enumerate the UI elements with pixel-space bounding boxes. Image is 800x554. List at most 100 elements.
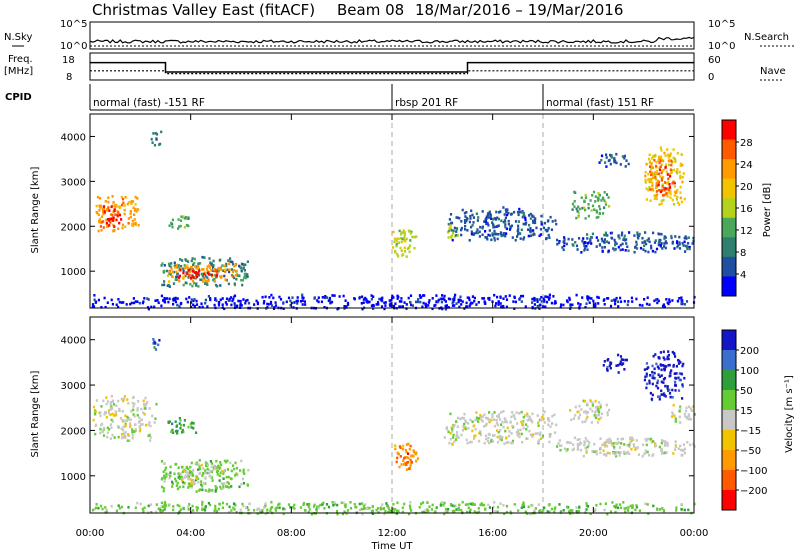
velocity-ylabel: Slant Range [km] [30,370,41,457]
colorbar-tick-label: 15 [740,406,753,417]
data-region [670,403,696,424]
colorbar-swatch [722,490,736,511]
nsearch-tick-bottom: 10^0 [708,41,735,52]
velocity-panel-frame [89,316,695,514]
colorbar-tick-label: 100 [740,366,759,377]
freq-trace [90,61,694,75]
title-dates: 18/Mar/2016 – 19/Mar/2016 [415,1,623,19]
colorbar-swatch [722,470,736,491]
power-panel-frame [89,113,695,309]
power-panel: 4000 3000 2000 1000 [61,114,696,311]
y-tick-label: 3000 [61,177,86,188]
colorbar-swatch [722,159,736,180]
data-region [167,417,198,435]
cpid-segment-label: rbsp 201 RF [395,97,458,109]
x-axis-label: Time UT [370,541,413,552]
data-region [556,436,696,458]
colorbar-swatch [722,256,736,277]
colorbar-swatch [722,139,736,160]
colorbar-tick-label: 12 [740,226,753,237]
freq-label-line2: [MHz] [4,66,33,77]
x-axis: 00:00 04:00 08:00 12:00 16:00 20:00 00:00 [76,528,709,539]
y-tick-label: 2000 [61,426,86,437]
cpid-label: CPID [5,92,32,103]
y-tick-label: 1000 [61,472,86,483]
data-region [447,206,558,242]
data-region [644,146,686,206]
data-region [675,241,691,251]
colorbar-swatch [722,370,736,391]
y-tick-label: 3000 [61,381,86,392]
colorbar-swatch [722,276,736,297]
colorbar-tick-label: 4 [740,270,746,281]
freq-tick-bottom: 8 [66,72,72,83]
freq-label-line1: Freq. [8,54,33,65]
y-tick-label: 4000 [61,336,86,347]
data-region [160,459,250,493]
colorbar-tick-label: 50 [740,386,753,397]
power-ylabel: Slant Range [km] [30,166,41,253]
cpid-band: normal (fast) -151 RF rbsp 201 RF normal (… [89,84,654,110]
colorbar-tick-label: 24 [740,160,753,171]
data-region [643,350,686,402]
data-region [598,152,630,168]
colorbar-swatch [722,350,736,371]
data-region [177,268,219,280]
cpid-segment-label: normal (fast) 151 RF [546,97,654,109]
x-tick-label: 00:00 [680,528,709,539]
colorbar-tick-label: 28 [740,138,753,149]
nsky-line [89,36,695,44]
y-tick-label: 1000 [61,267,86,278]
nsearch-tick-top: 10^5 [708,19,735,30]
data-region [447,410,558,446]
y-tick-label: 2000 [61,222,86,233]
data-region [92,395,158,443]
colorbar-swatch [722,330,736,351]
data-region [95,195,140,233]
y-tick-label: 4000 [61,132,86,143]
colorbar-tick-label: 16 [740,204,753,215]
nsky-tick-top: 10^5 [60,19,87,30]
data-region [392,229,418,258]
colorbar-swatch [722,450,736,471]
colorbar-swatch [722,198,736,219]
velocity-panel: 4000 3000 2000 1000 [61,317,696,516]
nsky-tick-bottom: 10^0 [60,41,87,52]
freq-line [90,61,694,73]
freq-tick-top: 18 [62,55,75,66]
x-tick-label: 12:00 [378,528,407,539]
power-colorbar-label: Power [dB] [762,183,773,238]
colorbar-tick-label: 200 [740,346,759,357]
colorbar-swatch [722,237,736,258]
nsky-label: N.Sky [4,32,32,43]
nave-label: Nave [760,66,786,77]
power-colorbar: 28 24 20 16 12 8 4 [721,119,753,297]
colorbar-swatch [722,390,736,411]
x-tick-label: 08:00 [277,528,306,539]
data-region [571,190,611,220]
colorbar-tick-label: 20 [740,182,753,193]
x-tick-label: 20:00 [579,528,608,539]
colorbar-swatch [722,430,736,451]
colorbar-swatch [722,120,736,141]
nave-tick-bottom: 0 [708,72,714,83]
nave-tick-top: 60 [708,55,721,66]
data-region [556,231,695,254]
colorbar-tick-label: 8 [740,248,746,259]
data-region [394,442,419,471]
data-region [648,159,676,197]
title-beam: Beam 08 [337,1,404,19]
data-region [399,452,413,467]
data-region [152,338,161,351]
data-region [168,215,190,230]
x-tick-label: 04:00 [176,528,205,539]
nsky-trace [89,36,695,47]
colorbar-tick-label: −200 [740,486,767,497]
data-region [150,130,163,147]
cpid-segment-label: normal (fast) -151 RF [93,97,205,109]
colorbar-tick-label: −100 [740,466,767,477]
data-region [602,353,628,374]
colorbar-swatch [722,410,736,431]
velocity-colorbar-label: Velocity [m s⁻¹] [784,375,795,453]
